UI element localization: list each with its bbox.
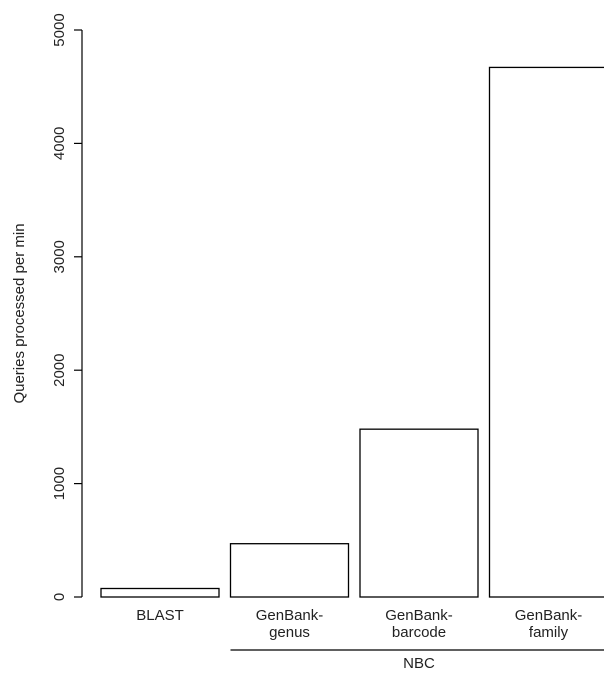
y-axis-title: Queries processed per min (11, 223, 28, 403)
bar (229, 543, 350, 598)
category-label: GenBank- (385, 607, 453, 624)
group-label: NBC (403, 655, 435, 672)
y-tick-label: 1000 (51, 467, 68, 500)
category-label: family (529, 624, 569, 641)
category-label: genus (269, 624, 310, 641)
category-label: GenBank- (256, 607, 324, 624)
bar (359, 428, 479, 598)
bar (488, 66, 604, 598)
y-tick-label: 5000 (51, 13, 68, 46)
y-tick-label: 2000 (51, 354, 68, 387)
y-tick-label: 0 (51, 593, 68, 601)
bars (100, 66, 604, 598)
category-label: GenBank- (515, 607, 583, 624)
category-label: BLAST (136, 607, 184, 624)
y-tick-label: 3000 (51, 240, 68, 273)
category-groups: NBC (230, 649, 604, 672)
y-tick-label: 4000 (51, 127, 68, 160)
category-label: barcode (392, 624, 446, 641)
category-labels: BLAST GenBank-genusGenBank-barcodeGenBank… (136, 607, 582, 641)
bar (100, 587, 220, 598)
y-axis: 0 1000 2000 3000 4000 5000 (51, 13, 83, 601)
